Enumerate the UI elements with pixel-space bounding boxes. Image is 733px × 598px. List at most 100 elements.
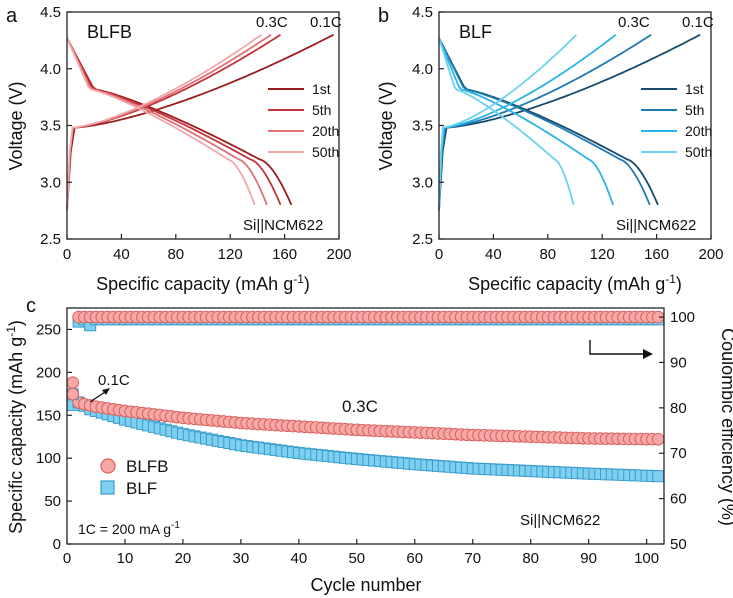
- pa-ytick-label-3.0: 3.0: [40, 174, 61, 191]
- panel-b-cell-label: Si||NCM622: [616, 217, 696, 234]
- panel-c-ce-arrowhead: [643, 349, 653, 359]
- panel-letter-b: b: [378, 5, 389, 27]
- pb-ytick-label-3.5: 3.5: [412, 118, 433, 135]
- pb-discharge-50th: [438, 37, 575, 206]
- pa-xtick-label-120: 120: [218, 246, 243, 263]
- panel-c-xlabel: Cycle number: [310, 575, 421, 595]
- panel-b-xlabel: Specific capacity (mAh g-1): [468, 272, 682, 294]
- panel-c-ce-arrow: [589, 340, 645, 355]
- pb-xtick-label-80: 80: [539, 246, 556, 263]
- pb-xtick-label-0: 0: [435, 246, 443, 263]
- panel-a-rate-03c: 0.3C: [256, 14, 288, 31]
- pc-ytick-label-100: 100: [36, 450, 61, 467]
- pa-legend-label-20th: 20th: [312, 123, 339, 139]
- pb-xtick-label-160: 160: [644, 246, 669, 263]
- pc-xtick-label-50: 50: [348, 550, 365, 567]
- pa-xtick-label-0: 0: [63, 246, 71, 263]
- cap-point-blf-102: [652, 470, 665, 483]
- panel-b: 0 40 80 120 160 200 2.5 3.0 3.5 4.0 4.5 BLF 0.3C 0…: [376, 4, 724, 294]
- pb-charge-5th: [438, 33, 652, 211]
- pa-xtick-label-80: 80: [167, 246, 184, 263]
- panel-c-legend-marker-blf: [100, 480, 115, 495]
- panel-c-legend-label-blf: BLF: [126, 479, 157, 498]
- pb-xtick-label-200: 200: [698, 246, 723, 263]
- pc-y2tick-label-100: 100: [670, 309, 695, 326]
- pb-legend-label-50th: 50th: [685, 144, 712, 160]
- pa-xtick-label-160: 160: [272, 246, 297, 263]
- pc-y2tick-label-60: 60: [670, 491, 687, 508]
- pc-ytick-label-0: 0: [53, 536, 61, 553]
- pb-charge-50th: [438, 34, 578, 211]
- panel-c-legend-marker-blfb: [100, 458, 116, 474]
- pa-charge-50th: [66, 33, 263, 211]
- pc-y2tick-label-70: 70: [670, 445, 687, 462]
- panel-b-ylabel: Voltage (V): [376, 81, 396, 170]
- panel-b-frame: [438, 11, 712, 240]
- pa-xtick-label-200: 200: [326, 246, 351, 263]
- panel-a-ticks: 0 40 80 120 160 200 2.5 3.0 3.5 4.0 4.5: [40, 4, 351, 263]
- panel-c-frame: [66, 307, 665, 545]
- panel-c-ticks: 0 10 20 30 40 50 60 70 80 90 100 0 50 100 150 200 250 50 6…: [36, 309, 695, 567]
- pa-discharge-50th: [66, 37, 256, 206]
- pa-ytick-label-4.5: 4.5: [40, 4, 61, 21]
- ce-point-blfb-1: [66, 387, 80, 401]
- panel-c-points: [66, 310, 665, 483]
- panel-a-curves: [66, 33, 335, 211]
- pb-discharge-20th: [438, 37, 614, 206]
- panel-c-cell-label: Si||NCM622: [520, 512, 600, 529]
- pb-ytick-label-4.5: 4.5: [412, 4, 433, 21]
- pc-xtick-label-100: 100: [634, 550, 659, 567]
- pa-ytick-label-2.5: 2.5: [40, 231, 61, 248]
- pc-y2tick-label-80: 80: [670, 400, 687, 417]
- cap-point-blfb-102: [651, 433, 665, 446]
- pa-legend-label-5th: 5th: [312, 102, 331, 118]
- pc-xtick-label-30: 30: [233, 550, 250, 567]
- panel-c-note: 1C = 200 mA g-1: [78, 520, 180, 537]
- pb-ytick-label-2.5: 2.5: [412, 231, 433, 248]
- pc-xtick-label-40: 40: [291, 550, 308, 567]
- pa-ytick-label-4.0: 4.0: [40, 61, 61, 78]
- pc-y2tick-label-50: 50: [670, 536, 687, 553]
- pc-ytick-label-50: 50: [44, 493, 61, 510]
- pb-ytick-label-3.0: 3.0: [412, 174, 433, 191]
- pa-legend-label-50th: 50th: [312, 144, 339, 160]
- pc-xtick-label-80: 80: [522, 550, 539, 567]
- pb-charge-20th: [438, 33, 617, 211]
- pc-xtick-label-60: 60: [406, 550, 423, 567]
- pa-charge-1st: [66, 33, 335, 211]
- panel-a-rate-01c: 0.1C: [310, 14, 342, 31]
- pb-ytick-label-4.0: 4.0: [412, 61, 433, 78]
- pa-discharge-20th: [66, 37, 268, 206]
- panel-c-rate-01c: 0.1C: [98, 372, 130, 389]
- pb-legend-label-1st: 1st: [685, 81, 704, 97]
- pc-ytick-label-200: 200: [36, 364, 61, 381]
- panel-b-curves: [438, 33, 701, 211]
- panel-a-frame: [66, 11, 340, 240]
- pc-y2tick-label-90: 90: [670, 354, 687, 371]
- panel-b-ticks: 0 40 80 120 160 200 2.5 3.0 3.5 4.0 4.5: [412, 4, 723, 263]
- pb-legend-label-5th: 5th: [685, 102, 704, 118]
- panel-a-legend: 1st 5th 20th 50th: [268, 81, 339, 160]
- pc-xtick-label-20: 20: [175, 550, 192, 567]
- pa-xtick-label-40: 40: [113, 246, 130, 263]
- panel-letter-c: c: [26, 295, 36, 317]
- cap-point-blfb-1: [66, 376, 80, 389]
- pa-legend-label-1st: 1st: [312, 81, 331, 97]
- panel-a-ylabel: Voltage (V): [6, 81, 26, 170]
- pb-legend-label-20th: 20th: [685, 123, 712, 139]
- pb-xtick-label-40: 40: [485, 246, 502, 263]
- pb-xtick-label-120: 120: [590, 246, 615, 263]
- panel-a-title: BLFB: [87, 22, 132, 42]
- pc-xtick-label-70: 70: [464, 550, 481, 567]
- panel-a-xlabel: Specific capacity (mAh g-1): [96, 272, 310, 294]
- panel-c-y2label: Coulombic efficiency (%): [718, 328, 733, 526]
- panel-c-rate-03c: 0.3C: [342, 397, 378, 416]
- panel-c-ylabel: Specific capacity (mAh g-1): [4, 320, 26, 534]
- pc-ytick-label-250: 250: [36, 321, 61, 338]
- pc-xtick-label-10: 10: [117, 550, 134, 567]
- pa-ytick-label-3.5: 3.5: [40, 118, 61, 135]
- panel-c: 0 10 20 30 40 50 60 70 80 90 100 0 50 100 150 200 250 50 6…: [4, 307, 733, 595]
- panel-b-rate-03c: 0.3C: [618, 14, 650, 31]
